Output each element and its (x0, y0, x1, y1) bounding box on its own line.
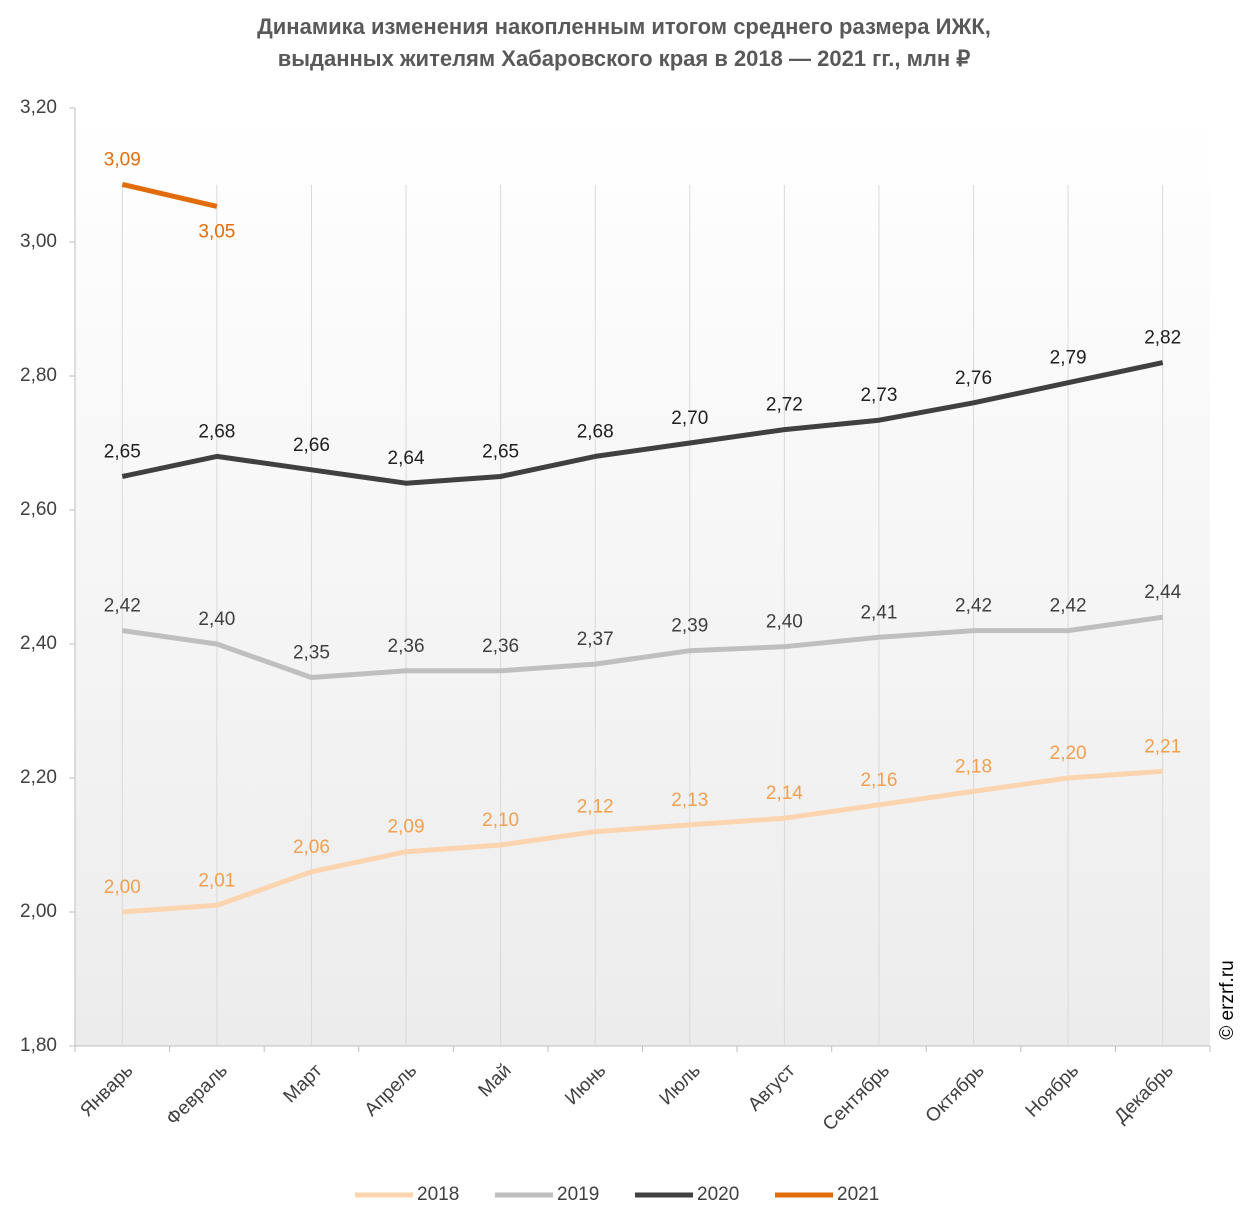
data-label: 2,16 (860, 770, 897, 791)
data-label: 2,12 (577, 797, 614, 818)
data-label: 2,68 (577, 421, 614, 442)
x-tick-label: Январь (76, 1060, 137, 1121)
x-tick-label: Август (744, 1060, 799, 1115)
x-tick-label: Июль (656, 1060, 705, 1109)
data-label: 2,01 (198, 870, 235, 891)
data-label: 2,37 (577, 629, 614, 650)
data-label: 2,40 (766, 612, 803, 633)
y-tick-label: 2,60 (20, 499, 57, 520)
y-tick-label: 3,20 (20, 97, 57, 118)
x-tick-label: Апрель (361, 1060, 421, 1120)
data-label: 2,76 (955, 368, 992, 389)
legend-label: 2019 (557, 1184, 599, 1205)
data-label: 2,72 (766, 395, 803, 416)
data-label: 2,41 (860, 602, 897, 623)
data-label: 2,65 (482, 442, 519, 463)
data-label: 3,09 (104, 149, 141, 170)
data-label: 2,40 (198, 609, 235, 630)
legend-label: 2020 (697, 1184, 739, 1205)
chart-title: Динамика изменения накопленным итогом ср… (257, 14, 991, 39)
data-label: 2,65 (104, 442, 141, 463)
series-line (122, 768, 1163, 915)
data-label: 2,42 (104, 596, 141, 617)
y-tick-label: 1,80 (20, 1035, 57, 1056)
data-label: 2,18 (955, 756, 992, 777)
data-label: 2,09 (388, 817, 425, 838)
x-tick-label: Июнь (561, 1060, 610, 1109)
x-tick-label: Май (475, 1060, 516, 1101)
data-label: 2,44 (1144, 582, 1181, 603)
data-label: 2,66 (293, 435, 330, 456)
y-tick-label: 2,40 (20, 633, 57, 654)
data-label: 2,06 (293, 837, 330, 858)
data-label: 2,36 (388, 636, 425, 657)
data-label: 2,36 (482, 636, 519, 657)
data-label: 2,42 (955, 596, 992, 617)
y-tick-label: 2,00 (20, 901, 57, 922)
data-label: 2,73 (860, 385, 897, 406)
x-tick-label: Март (280, 1060, 327, 1107)
data-label: 2,35 (293, 643, 330, 664)
data-label: 2,00 (104, 877, 141, 898)
y-tick-label: 3,00 (20, 231, 57, 252)
legend-label: 2021 (837, 1184, 879, 1205)
data-label: 2,70 (671, 408, 708, 429)
chart-subtitle: выданных жителям Хабаровского края в 201… (278, 46, 971, 71)
series-line (121, 181, 218, 209)
data-label: 2,64 (388, 448, 425, 469)
series-line (121, 614, 1164, 680)
data-label: 2,21 (1144, 736, 1181, 757)
data-label: 2,20 (1050, 743, 1087, 764)
y-tick-label: 2,80 (20, 365, 57, 386)
legend-label: 2018 (417, 1184, 459, 1205)
y-tick-label: 2,20 (20, 767, 57, 788)
data-label: 2,82 (1144, 328, 1181, 349)
plot-area (75, 108, 1210, 1046)
series-line (121, 360, 1164, 486)
data-label: 2,10 (482, 810, 519, 831)
x-tick-label: Октябрь (922, 1060, 989, 1127)
data-label: 2,13 (671, 790, 708, 811)
data-label: 3,05 (198, 222, 235, 243)
watermark: © erzrf.ru (1217, 960, 1238, 1039)
x-tick-label: Ноябрь (1022, 1060, 1084, 1122)
data-label: 2,42 (1050, 596, 1087, 617)
data-label: 2,14 (766, 783, 803, 804)
x-tick-label: Декабрь (1111, 1060, 1178, 1127)
data-label: 2,79 (1050, 348, 1087, 369)
data-label: 2,39 (671, 616, 708, 637)
x-tick-label: Февраль (162, 1060, 232, 1130)
data-label: 2,68 (198, 421, 235, 442)
x-tick-label: Сентябрь (819, 1060, 894, 1135)
